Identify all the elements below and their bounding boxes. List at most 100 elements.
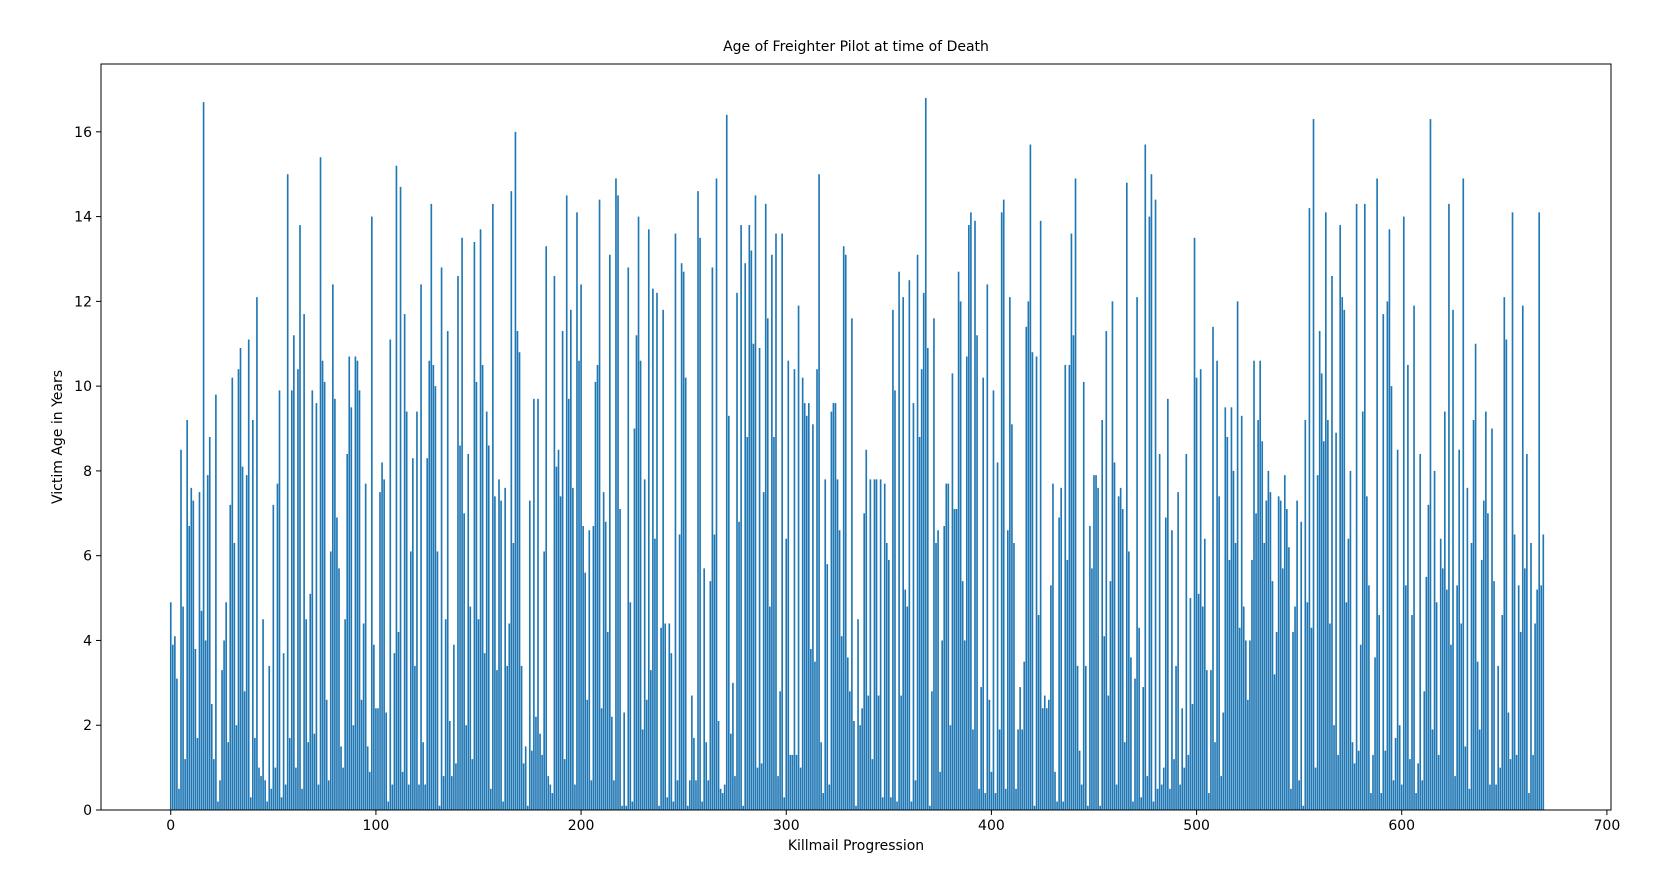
bar <box>231 377 234 810</box>
bar <box>375 708 377 810</box>
bar <box>699 237 701 811</box>
bar <box>857 619 859 810</box>
bar <box>1080 784 1083 810</box>
bar <box>580 284 582 811</box>
bar <box>851 318 853 810</box>
bar <box>1536 589 1538 810</box>
bar <box>471 759 474 810</box>
bar <box>1407 364 1409 810</box>
bar <box>721 793 724 810</box>
bar <box>256 297 258 810</box>
bar <box>1146 776 1149 810</box>
x-tick-label: 100 <box>363 818 390 834</box>
bar <box>1027 301 1030 810</box>
bar <box>249 797 252 810</box>
bar <box>1351 742 1354 810</box>
bar <box>1363 203 1366 810</box>
bar <box>352 725 355 810</box>
bar <box>779 691 781 810</box>
bar <box>697 191 699 811</box>
bar <box>426 458 429 810</box>
bar <box>1331 275 1333 810</box>
bar <box>1095 475 1097 810</box>
bar <box>762 492 765 810</box>
bar <box>1191 704 1194 810</box>
bar <box>992 390 995 810</box>
bar <box>615 178 617 810</box>
bar <box>196 737 199 810</box>
y-tick-label: 14 <box>74 210 92 226</box>
bar <box>1130 657 1132 810</box>
bar <box>974 220 976 811</box>
bar <box>957 271 960 810</box>
bar <box>1464 746 1467 810</box>
bar <box>968 225 970 810</box>
bar <box>1491 428 1493 810</box>
bar <box>594 381 597 810</box>
bar <box>190 487 193 810</box>
bar <box>360 699 363 810</box>
x-tick-label: 300 <box>773 818 800 834</box>
bar <box>1333 725 1335 810</box>
bar <box>807 403 810 810</box>
bar <box>1045 708 1048 810</box>
bar <box>1185 453 1188 810</box>
bar <box>961 581 964 810</box>
bar <box>1117 496 1120 810</box>
bar <box>385 712 387 810</box>
bar <box>1322 441 1325 810</box>
bar <box>1101 420 1104 810</box>
bar <box>890 797 892 810</box>
bar <box>888 559 890 810</box>
bar <box>1380 793 1383 810</box>
bar <box>1480 559 1483 810</box>
bar <box>354 356 357 810</box>
bar <box>307 742 310 810</box>
bar <box>1456 585 1458 810</box>
bar <box>206 475 209 810</box>
bar <box>469 606 472 810</box>
y-tick-label: 2 <box>83 718 92 734</box>
bar <box>1388 229 1391 810</box>
bar <box>637 216 640 810</box>
bar <box>1534 623 1536 810</box>
bar <box>990 771 993 810</box>
bar <box>531 750 533 810</box>
bar <box>1308 208 1311 810</box>
bar <box>941 640 943 810</box>
bar <box>543 551 545 810</box>
bar <box>812 424 814 810</box>
bar <box>1218 496 1220 810</box>
y-axis-label: Victim Age in Years <box>50 370 66 504</box>
bar <box>1136 297 1138 810</box>
bar <box>1394 737 1397 810</box>
bar <box>1150 174 1153 811</box>
bar <box>867 695 870 810</box>
bar <box>608 254 611 810</box>
bar <box>391 784 394 810</box>
bar <box>338 568 340 810</box>
bar <box>489 788 492 810</box>
bar <box>810 648 812 810</box>
bar <box>1255 513 1257 810</box>
bar <box>444 619 447 810</box>
bar <box>771 254 773 810</box>
y-tick-label: 4 <box>83 633 92 649</box>
bar <box>1226 437 1229 810</box>
bar <box>366 746 369 810</box>
bar <box>1398 725 1401 810</box>
bar <box>1087 805 1089 810</box>
bar <box>590 780 593 810</box>
bar <box>389 339 392 810</box>
bar <box>955 509 958 810</box>
bar <box>756 767 759 810</box>
bar <box>1173 759 1175 810</box>
bar <box>892 309 894 810</box>
bar <box>1144 144 1147 811</box>
bar <box>533 398 535 810</box>
bar <box>691 695 693 810</box>
bar <box>1290 788 1292 810</box>
bar <box>1532 754 1534 810</box>
bar <box>680 263 683 810</box>
